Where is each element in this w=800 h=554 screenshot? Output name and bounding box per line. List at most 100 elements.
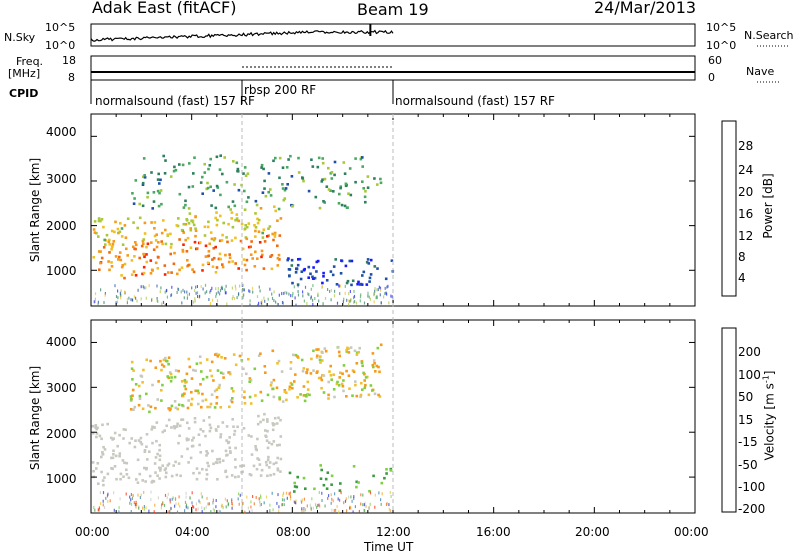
velocity-cbar-tick-m200: -200 bbox=[738, 502, 766, 516]
power-cell bbox=[93, 231, 97, 234]
velocity-cell bbox=[187, 357, 191, 361]
velocity-noise bbox=[381, 492, 383, 496]
velocity-noise bbox=[301, 507, 303, 511]
velocity-cell bbox=[285, 391, 288, 395]
power-noise bbox=[104, 292, 106, 295]
velocity-cell bbox=[260, 399, 264, 402]
power-cell bbox=[259, 207, 263, 210]
power-noise bbox=[317, 292, 319, 296]
velocity-cell bbox=[315, 356, 319, 359]
power-cell bbox=[257, 230, 261, 233]
power-cell bbox=[214, 216, 217, 220]
power-cell bbox=[218, 168, 222, 171]
power-cell bbox=[189, 246, 193, 249]
velocity-ytick-1000: 1000 bbox=[46, 472, 77, 486]
velocity-noise bbox=[374, 493, 376, 497]
power-cell bbox=[261, 253, 264, 257]
power-noise bbox=[114, 284, 116, 288]
power-cell bbox=[157, 241, 160, 244]
velocity-cell bbox=[319, 464, 322, 467]
velocity-noise bbox=[107, 492, 109, 496]
power-noise bbox=[329, 289, 331, 293]
velocity-noise bbox=[200, 492, 202, 496]
power-noise bbox=[367, 294, 369, 298]
power-cell bbox=[235, 217, 239, 220]
velocity-cell bbox=[169, 407, 172, 410]
power-cell bbox=[331, 273, 335, 277]
velocity-cell bbox=[279, 470, 282, 473]
power-cell bbox=[221, 233, 224, 237]
power-cell bbox=[245, 237, 249, 241]
velocity-cell bbox=[196, 389, 200, 393]
power-cell bbox=[367, 262, 371, 265]
power-noise bbox=[282, 301, 284, 305]
power-cell bbox=[164, 242, 168, 246]
velocity-noise bbox=[281, 498, 284, 502]
power-cell bbox=[220, 239, 224, 242]
power-cell bbox=[264, 194, 268, 198]
velocity-cell bbox=[156, 474, 159, 477]
velocity-cell bbox=[132, 369, 135, 372]
velocity-noise bbox=[353, 497, 355, 501]
power-cell bbox=[287, 257, 290, 260]
velocity-cell bbox=[242, 427, 246, 430]
power-cell bbox=[330, 177, 334, 180]
velocity-cell bbox=[94, 424, 98, 427]
velocity-cell bbox=[173, 400, 177, 403]
power-cell bbox=[97, 219, 101, 223]
velocity-noise bbox=[226, 499, 228, 503]
velocity-noise bbox=[197, 507, 199, 511]
power-cell bbox=[204, 255, 208, 258]
velocity-cell bbox=[254, 445, 257, 448]
velocity-cell bbox=[210, 393, 214, 396]
velocity-noise bbox=[227, 502, 230, 506]
velocity-noise bbox=[364, 501, 366, 505]
power-cell bbox=[215, 266, 219, 269]
velocity-cell bbox=[254, 447, 258, 451]
velocity-cell bbox=[96, 426, 99, 430]
power-noise bbox=[386, 285, 388, 289]
power-noise bbox=[137, 288, 139, 292]
velocity-noise bbox=[231, 502, 233, 505]
cpid-mode-2: rbsp 200 RF bbox=[244, 83, 317, 97]
power-noise bbox=[303, 299, 305, 303]
velocity-noise bbox=[369, 491, 372, 495]
power-cell bbox=[249, 253, 253, 256]
velocity-cell bbox=[152, 480, 156, 483]
power-noise bbox=[117, 296, 119, 300]
power-cell bbox=[278, 156, 282, 160]
power-cell bbox=[156, 178, 160, 181]
velocity-cell bbox=[170, 426, 173, 429]
power-cell bbox=[309, 272, 312, 276]
power-cell bbox=[157, 172, 160, 176]
power-cell bbox=[169, 232, 172, 236]
power-colorbar bbox=[721, 120, 737, 297]
power-noise bbox=[302, 294, 304, 298]
power-cell bbox=[322, 200, 325, 203]
velocity-noise bbox=[318, 503, 320, 507]
power-cell bbox=[194, 215, 197, 219]
power-noise bbox=[354, 300, 356, 304]
velocity-cell bbox=[134, 383, 138, 386]
power-cell bbox=[278, 234, 282, 237]
velocity-cell bbox=[317, 376, 321, 380]
power-cell bbox=[231, 260, 234, 263]
nave-tick-bottom: 0 bbox=[708, 71, 715, 84]
velocity-cell bbox=[219, 371, 223, 375]
velocity-noise bbox=[201, 495, 203, 499]
power-cell bbox=[243, 166, 247, 169]
velocity-noise bbox=[248, 510, 251, 514]
power-cell bbox=[119, 258, 123, 262]
power-noise bbox=[225, 284, 227, 288]
power-cell bbox=[231, 225, 235, 229]
power-cell bbox=[354, 157, 357, 160]
velocity-cell bbox=[135, 478, 138, 481]
power-cell bbox=[149, 259, 153, 262]
power-cell bbox=[337, 202, 341, 205]
velocity-cell bbox=[345, 369, 348, 373]
velocity-cell bbox=[193, 417, 197, 420]
power-noise bbox=[145, 286, 147, 290]
velocity-cell bbox=[190, 403, 193, 407]
velocity-cell bbox=[305, 371, 309, 375]
velocity-cell bbox=[208, 423, 212, 427]
